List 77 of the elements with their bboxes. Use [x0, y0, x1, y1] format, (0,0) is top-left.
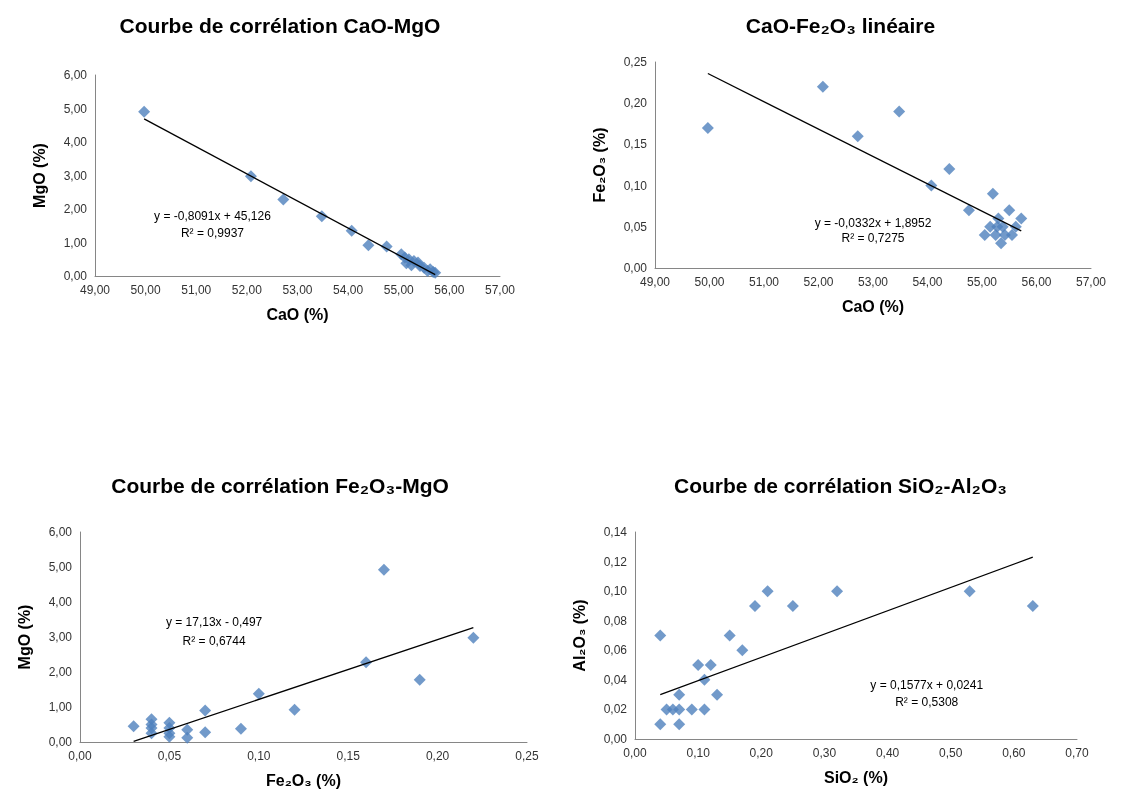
x-tick-label: 56,00 — [1021, 275, 1052, 289]
x-tick-label: 49,00 — [639, 275, 671, 289]
x-tick-label: 0,70 — [1065, 746, 1089, 760]
y-tick-label: 3,00 — [48, 630, 73, 644]
annotation: y = 17,13x - 0,497 — [165, 615, 263, 630]
chart-title: Courbe de corrélation Fe₂O₃-MgO — [111, 474, 449, 497]
y-tick-label: 0,04 — [603, 672, 628, 687]
y-tick-label: 1,00 — [48, 700, 73, 714]
x-tick-label: 0,10 — [247, 749, 271, 763]
x-tick-label: 50,00 — [694, 275, 725, 289]
y-tick-label: 2,00 — [63, 202, 88, 216]
x-tick-label: 50,00 — [130, 283, 161, 297]
y-tick-label: 0,12 — [603, 554, 628, 569]
y-tick-label: 3,00 — [63, 168, 88, 183]
y-axis-title: Fe₂O₃ (%) — [590, 127, 608, 203]
y-tick-label: 4,00 — [63, 135, 88, 149]
y-tick-label: 0,00 — [48, 735, 73, 749]
annotation: y = -0,8091x + 45,126 — [154, 208, 272, 223]
y-tick-label: 6,00 — [48, 525, 73, 539]
y-tick-label: 5,00 — [63, 101, 88, 116]
y-tick-label: 0,00 — [623, 261, 648, 275]
x-axis-title: Fe₂O₃ (%) — [266, 771, 341, 789]
chart-title: Courbe de corrélation CaO-MgO — [119, 14, 441, 37]
y-tick-label: 1,00 — [63, 235, 88, 250]
y-tick-label: 0,25 — [623, 55, 648, 69]
y-tick-label: 0,08 — [603, 613, 628, 628]
x-tick-label: 52,00 — [231, 283, 263, 297]
x-axis-title: SiO₂ (%) — [824, 768, 888, 786]
chart-title: CaO-Fe₂O₃ linéaire — [745, 14, 936, 37]
x-tick-label: 0,30 — [812, 746, 837, 760]
x-tick-label: 53,00 — [282, 283, 313, 297]
x-tick-label: 0,15 — [336, 749, 361, 763]
x-tick-label: 0,05 — [157, 749, 182, 763]
annotation: R² = 0,7275 — [841, 231, 905, 246]
x-tick-label: 0,40 — [875, 746, 900, 760]
y-tick-label: 5,00 — [48, 560, 73, 574]
x-tick-label: 0,10 — [686, 746, 711, 760]
y-tick-label: 0,05 — [623, 219, 648, 234]
y-tick-label: 0,15 — [623, 137, 648, 152]
x-axis-title: CaO (%) — [266, 305, 329, 323]
annotation: R² = 0,5308 — [895, 694, 959, 709]
x-tick-label: 0,60 — [1002, 746, 1026, 760]
x-tick-label: 0,25 — [515, 749, 539, 763]
annotation: y = -0,0332x + 1,8952 — [814, 215, 932, 230]
y-axis-title: MgO (%) — [15, 604, 33, 670]
y-tick-label: 0,02 — [603, 702, 628, 717]
y-tick-label: 0,00 — [603, 732, 628, 746]
annotation: R² = 0,6744 — [182, 634, 246, 649]
y-axis-title: MgO (%) — [30, 143, 48, 208]
x-tick-label: 57,00 — [484, 283, 516, 297]
x-axis-title: CaO (%) — [841, 297, 905, 315]
y-tick-label: 0,10 — [623, 178, 648, 193]
chart-title: Courbe de corrélation SiO₂-Al₂O₃ — [674, 474, 1007, 497]
y-tick-label: 2,00 — [48, 665, 73, 679]
x-tick-label: 55,00 — [383, 283, 415, 297]
y-tick-label: 6,00 — [63, 68, 88, 82]
x-tick-label: 56,00 — [434, 283, 465, 297]
y-axis-title: Al₂O₃ (%) — [570, 599, 588, 672]
x-tick-label: 51,00 — [748, 275, 780, 289]
x-tick-label: 54,00 — [333, 283, 364, 297]
y-tick-label: 0,14 — [603, 525, 628, 539]
y-tick-label: 0,10 — [603, 584, 628, 599]
annotation: y = 0,1577x + 0,0241 — [870, 678, 984, 693]
x-tick-label: 53,00 — [857, 275, 889, 289]
annotation: R² = 0,9937 — [180, 225, 245, 240]
x-tick-label: 49,00 — [79, 283, 111, 297]
y-tick-label: 4,00 — [48, 595, 73, 609]
x-tick-label: 57,00 — [1075, 275, 1107, 289]
x-tick-label: 0,50 — [939, 746, 963, 760]
x-tick-label: 52,00 — [803, 275, 834, 289]
y-tick-label: 0,20 — [623, 96, 648, 111]
x-tick-label: 54,00 — [912, 275, 943, 289]
x-tick-label: 0,20 — [749, 746, 774, 760]
y-tick-label: 0,06 — [603, 643, 628, 658]
x-tick-label: 55,00 — [966, 275, 998, 289]
x-tick-label: 0,20 — [425, 749, 450, 763]
x-tick-label: 51,00 — [181, 283, 212, 297]
